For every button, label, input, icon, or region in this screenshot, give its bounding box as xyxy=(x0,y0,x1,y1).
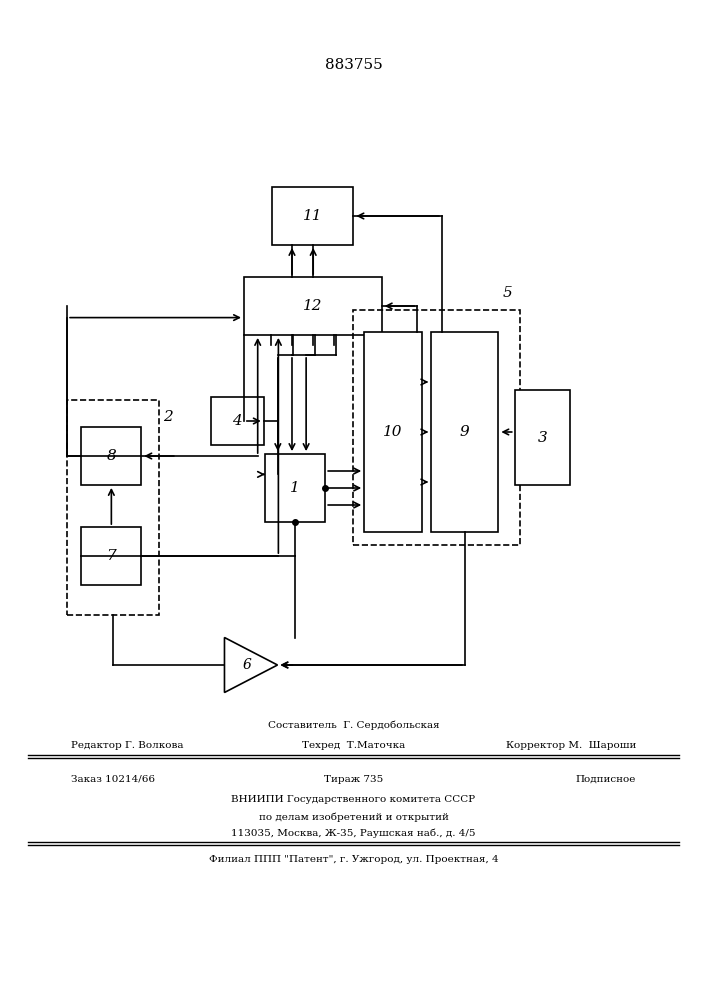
FancyBboxPatch shape xyxy=(81,427,141,485)
FancyBboxPatch shape xyxy=(81,527,141,585)
Text: 3: 3 xyxy=(537,430,547,444)
Text: 883755: 883755 xyxy=(325,58,382,72)
Text: Составитель  Г. Сердобольская: Составитель Г. Сердобольская xyxy=(268,720,439,730)
Text: 113035, Москва, Ж-35, Раушская наб., д. 4/5: 113035, Москва, Ж-35, Раушская наб., д. … xyxy=(231,829,476,838)
Text: 10: 10 xyxy=(383,425,403,439)
FancyBboxPatch shape xyxy=(244,277,382,335)
Text: 8: 8 xyxy=(107,449,116,463)
FancyBboxPatch shape xyxy=(265,454,325,522)
Text: Техред  Т.Маточка: Техред Т.Маточка xyxy=(302,741,405,750)
FancyBboxPatch shape xyxy=(211,397,264,445)
FancyBboxPatch shape xyxy=(364,332,422,532)
Polygon shape xyxy=(224,638,277,692)
Text: 5: 5 xyxy=(503,286,513,300)
FancyBboxPatch shape xyxy=(272,187,354,245)
Text: 11: 11 xyxy=(303,209,322,223)
FancyBboxPatch shape xyxy=(431,332,498,532)
Text: 12: 12 xyxy=(303,299,322,313)
Text: по делам изобретений и открытий: по делам изобретений и открытий xyxy=(259,812,448,822)
Text: Заказ 10214/66: Заказ 10214/66 xyxy=(71,775,155,784)
Text: 6: 6 xyxy=(243,658,252,672)
Text: 7: 7 xyxy=(107,549,116,563)
FancyBboxPatch shape xyxy=(515,390,570,485)
Text: Подписное: Подписное xyxy=(576,775,636,784)
Text: Филиал ППП "Патент", г. Ужгород, ул. Проектная, 4: Филиал ППП "Патент", г. Ужгород, ул. Про… xyxy=(209,855,498,864)
Text: ВНИИПИ Государственного комитета СССР: ВНИИПИ Государственного комитета СССР xyxy=(231,795,476,804)
Text: Редактор Г. Волкова: Редактор Г. Волкова xyxy=(71,741,183,750)
Text: Корректор М.  Шароши: Корректор М. Шароши xyxy=(506,741,636,750)
Text: 9: 9 xyxy=(460,425,469,439)
Text: 1: 1 xyxy=(291,481,300,495)
Text: 4: 4 xyxy=(233,414,242,428)
Text: Тираж 735: Тираж 735 xyxy=(324,775,383,784)
Text: 2: 2 xyxy=(163,410,173,424)
